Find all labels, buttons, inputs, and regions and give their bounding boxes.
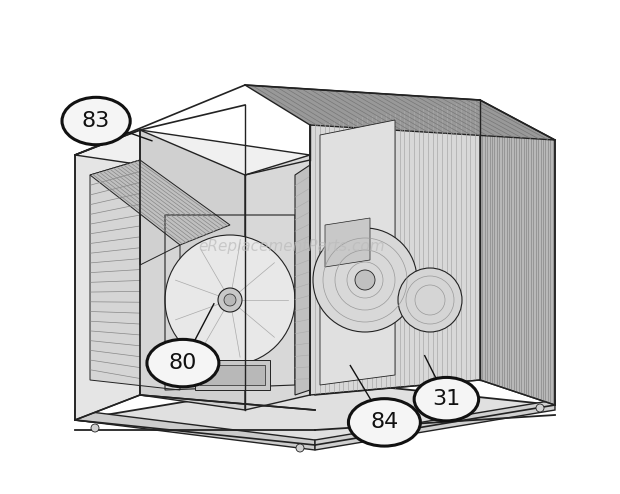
Circle shape [165, 235, 295, 365]
Ellipse shape [348, 399, 420, 446]
Circle shape [313, 228, 417, 332]
Text: 83: 83 [82, 111, 110, 131]
Circle shape [296, 444, 304, 452]
Ellipse shape [62, 97, 130, 145]
Circle shape [224, 294, 236, 306]
Polygon shape [140, 130, 245, 410]
Polygon shape [315, 400, 555, 450]
Polygon shape [245, 155, 310, 410]
Polygon shape [200, 365, 265, 385]
Circle shape [355, 270, 375, 290]
Text: eReplacementParts.com: eReplacementParts.com [198, 240, 385, 254]
Polygon shape [195, 360, 270, 390]
Polygon shape [295, 165, 310, 395]
Circle shape [398, 268, 462, 332]
Text: 80: 80 [169, 353, 197, 373]
Polygon shape [480, 115, 555, 405]
Polygon shape [75, 410, 315, 450]
Polygon shape [325, 218, 370, 267]
Polygon shape [75, 130, 310, 180]
Polygon shape [75, 130, 140, 420]
Polygon shape [75, 380, 555, 445]
Polygon shape [310, 100, 480, 395]
Ellipse shape [414, 377, 479, 421]
Ellipse shape [147, 339, 219, 387]
Circle shape [218, 288, 242, 312]
Circle shape [536, 404, 544, 412]
Polygon shape [90, 160, 230, 245]
Text: 84: 84 [370, 412, 399, 432]
Polygon shape [320, 120, 395, 385]
Polygon shape [90, 160, 180, 390]
Polygon shape [245, 85, 555, 140]
Circle shape [91, 424, 99, 432]
Text: 31: 31 [432, 389, 461, 409]
